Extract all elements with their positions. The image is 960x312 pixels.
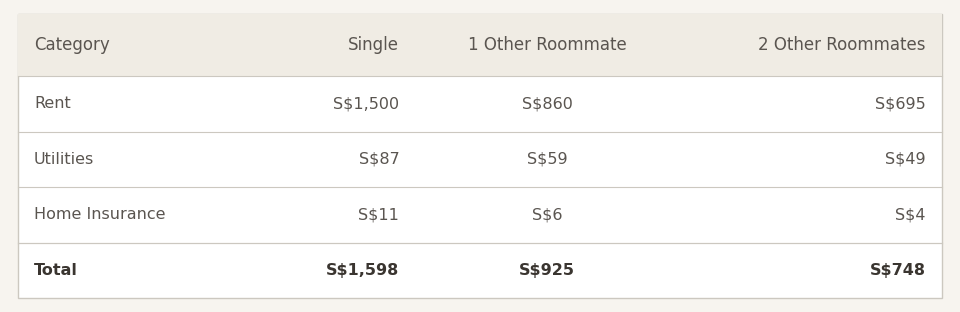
Text: Total: Total <box>34 263 78 278</box>
Text: S$1,598: S$1,598 <box>326 263 399 278</box>
Text: S$1,500: S$1,500 <box>333 96 399 111</box>
Text: S$59: S$59 <box>527 152 567 167</box>
Text: Rent: Rent <box>34 96 71 111</box>
Text: Single: Single <box>348 36 399 54</box>
Text: S$925: S$925 <box>519 263 575 278</box>
Text: S$748: S$748 <box>870 263 926 278</box>
Text: Home Insurance: Home Insurance <box>34 207 165 222</box>
Text: S$49: S$49 <box>885 152 926 167</box>
Text: 2 Other Roommates: 2 Other Roommates <box>758 36 926 54</box>
Text: Utilities: Utilities <box>34 152 94 167</box>
Text: S$860: S$860 <box>521 96 572 111</box>
Text: S$11: S$11 <box>358 207 399 222</box>
Bar <box>18 14 942 76</box>
Text: Category: Category <box>34 36 109 54</box>
Text: S$695: S$695 <box>876 96 926 111</box>
Text: S$4: S$4 <box>896 207 926 222</box>
Text: 1 Other Roommate: 1 Other Roommate <box>468 36 626 54</box>
Text: S$6: S$6 <box>532 207 563 222</box>
Text: S$87: S$87 <box>359 152 399 167</box>
